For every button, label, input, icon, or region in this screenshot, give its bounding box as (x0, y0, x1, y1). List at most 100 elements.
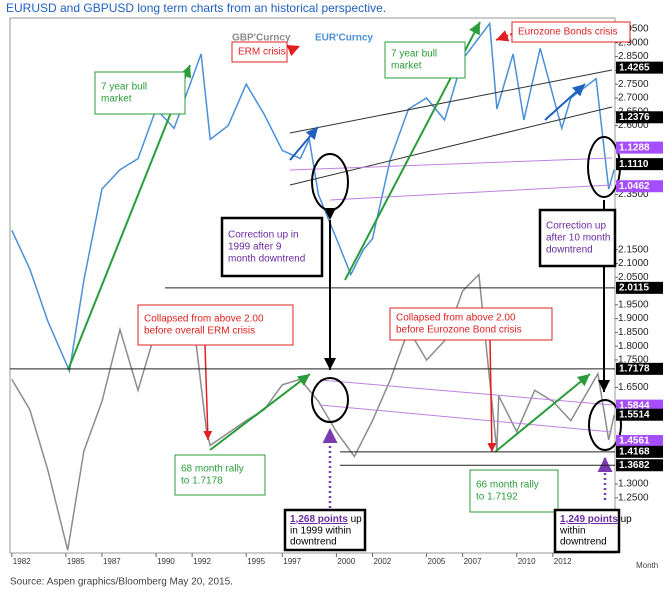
y-tick-label: 1.2500 (618, 492, 649, 503)
x-tick-label: 2010 (518, 557, 536, 566)
level-tag-label: 1.4265 (619, 62, 650, 73)
y-tick-label: 1.3000 (618, 479, 649, 490)
x-tick-label: 1992 (193, 557, 211, 566)
annotation-box (137, 304, 294, 346)
annotation-text: after 10 month (546, 233, 610, 244)
annotation-box (220, 216, 324, 278)
annotation-text: ERM crisis (238, 47, 286, 58)
level-tag-label: 1.1288 (619, 142, 650, 153)
annotation-box (384, 41, 466, 79)
annotation-text: 68 month rally (181, 464, 244, 475)
x-axis-label: Month (636, 561, 658, 570)
annotation-text: Correction up (546, 221, 606, 232)
x-tick-label: 2002 (373, 557, 391, 566)
level-tag (616, 445, 663, 458)
callout-text: within (559, 526, 586, 537)
annotation-text: to 1.7178 (181, 476, 223, 487)
level-tag (616, 61, 663, 74)
level-tag-label: 1.7178 (619, 363, 650, 374)
annotation-text: before overall ERM crisis (144, 326, 255, 337)
level-tag-label: 2.0115 (619, 282, 649, 293)
x-tick-label: 1997 (283, 557, 301, 566)
x-tick-label: 1982 (13, 557, 31, 566)
level-tag (616, 362, 663, 375)
y-tick-label: 2.3500 (618, 189, 649, 200)
annotation-box (511, 21, 631, 43)
level-tag (616, 281, 663, 294)
level-tag-label: 1.1110 (619, 159, 649, 170)
annotation-text: downtrend (546, 245, 593, 256)
x-tick-label: 2005 (428, 557, 446, 566)
x-tick-label: 2012 (554, 557, 572, 566)
level-tag (616, 180, 663, 193)
y-tick-label: 2.9500 (618, 24, 649, 35)
x-tick-label: 1995 (247, 557, 265, 566)
level-tag (616, 435, 663, 448)
chart-title: EURUSD and GBPUSD long term charts from … (6, 1, 386, 15)
level-tag (616, 408, 663, 421)
callout-highlight: 1,249 points (560, 514, 618, 525)
level-tag (616, 158, 663, 171)
level-tag-label: 1.5514 (619, 409, 650, 420)
annotation-text: to 1.7192 (476, 492, 518, 503)
annotation-box (469, 469, 559, 513)
level-tag-label: 1.2376 (619, 112, 650, 123)
callout-text: 1,268 points up (290, 514, 362, 525)
x-tick-label: 2007 (464, 557, 482, 566)
y-tick-label: 1.7500 (618, 355, 649, 366)
annotation-box (231, 41, 288, 63)
y-tick-label: 2.9000 (618, 37, 649, 48)
level-tag-label: 1.3682 (619, 460, 650, 471)
annotation-text: before Eurozone Bond crisis (396, 325, 522, 336)
annotation-text: 7 year bull (391, 49, 437, 60)
y-tick-label: 1.9000 (618, 313, 649, 324)
annotation-text: month downtrend (228, 254, 305, 265)
legend-entry: GBP'Curncy (232, 33, 291, 44)
source: Source: Aspen graphics/Bloomberg May 20,… (10, 577, 233, 588)
y-tick-label: 1.8000 (618, 341, 649, 352)
level-tag (616, 111, 663, 124)
x-tick-label: 1990 (157, 557, 175, 566)
x-tick-label: 2000 (337, 557, 355, 566)
callout-rest: up (618, 514, 632, 525)
level-tag (616, 141, 663, 154)
y-tick-label: 2.1500 (618, 244, 649, 255)
price-line (11, 272, 615, 551)
level-tag-label: 1.0462 (619, 181, 650, 192)
callout-text: downtrend (560, 537, 607, 548)
callout-text: downtrend (290, 537, 337, 548)
callout-highlight: 1,268 points (290, 514, 348, 525)
annotation-text: 7 year bull (101, 82, 147, 93)
y-tick-label: 2.1000 (618, 258, 649, 269)
y-tick-label: 1.6500 (618, 382, 649, 393)
annotation-text: Correction up in (228, 230, 299, 241)
annotation-box (174, 454, 266, 496)
callout-text: 1,249 points up (560, 514, 632, 525)
annotation-box (389, 307, 553, 341)
x-tick-label: 1987 (103, 557, 121, 566)
y-tick-label: 1.9500 (618, 299, 649, 310)
annotation-box (94, 71, 186, 115)
level-tag (616, 459, 663, 472)
y-tick-label: 2.6000 (618, 120, 649, 131)
annotation-text: 66 month rally (476, 480, 539, 491)
y-tick-label: 1.8500 (618, 327, 649, 338)
annotation-text: market (391, 61, 422, 72)
callout-box (553, 508, 621, 554)
annotation-box (538, 208, 617, 268)
level-tag-label: 1.4168 (619, 446, 650, 457)
x-tick-label: 1985 (67, 557, 85, 566)
y-tick-label: 2.8500 (618, 51, 649, 62)
level-tag-label: 1.5844 (619, 400, 650, 411)
annotation-text: Eurozone Bonds crisis (518, 27, 618, 38)
annotation-text: market (101, 94, 132, 105)
y-tick-label: 2.0500 (618, 272, 649, 283)
callout-box (283, 508, 367, 552)
callout-rest: up (348, 514, 362, 525)
annotation-text: Collapsed from above 2.00 (144, 314, 264, 325)
legend-entry: EUR'Curncy (315, 33, 373, 44)
level-tag-label: 1.4561 (619, 436, 650, 447)
level-tag (616, 399, 663, 412)
callout-text: in 1999 within (290, 526, 351, 537)
